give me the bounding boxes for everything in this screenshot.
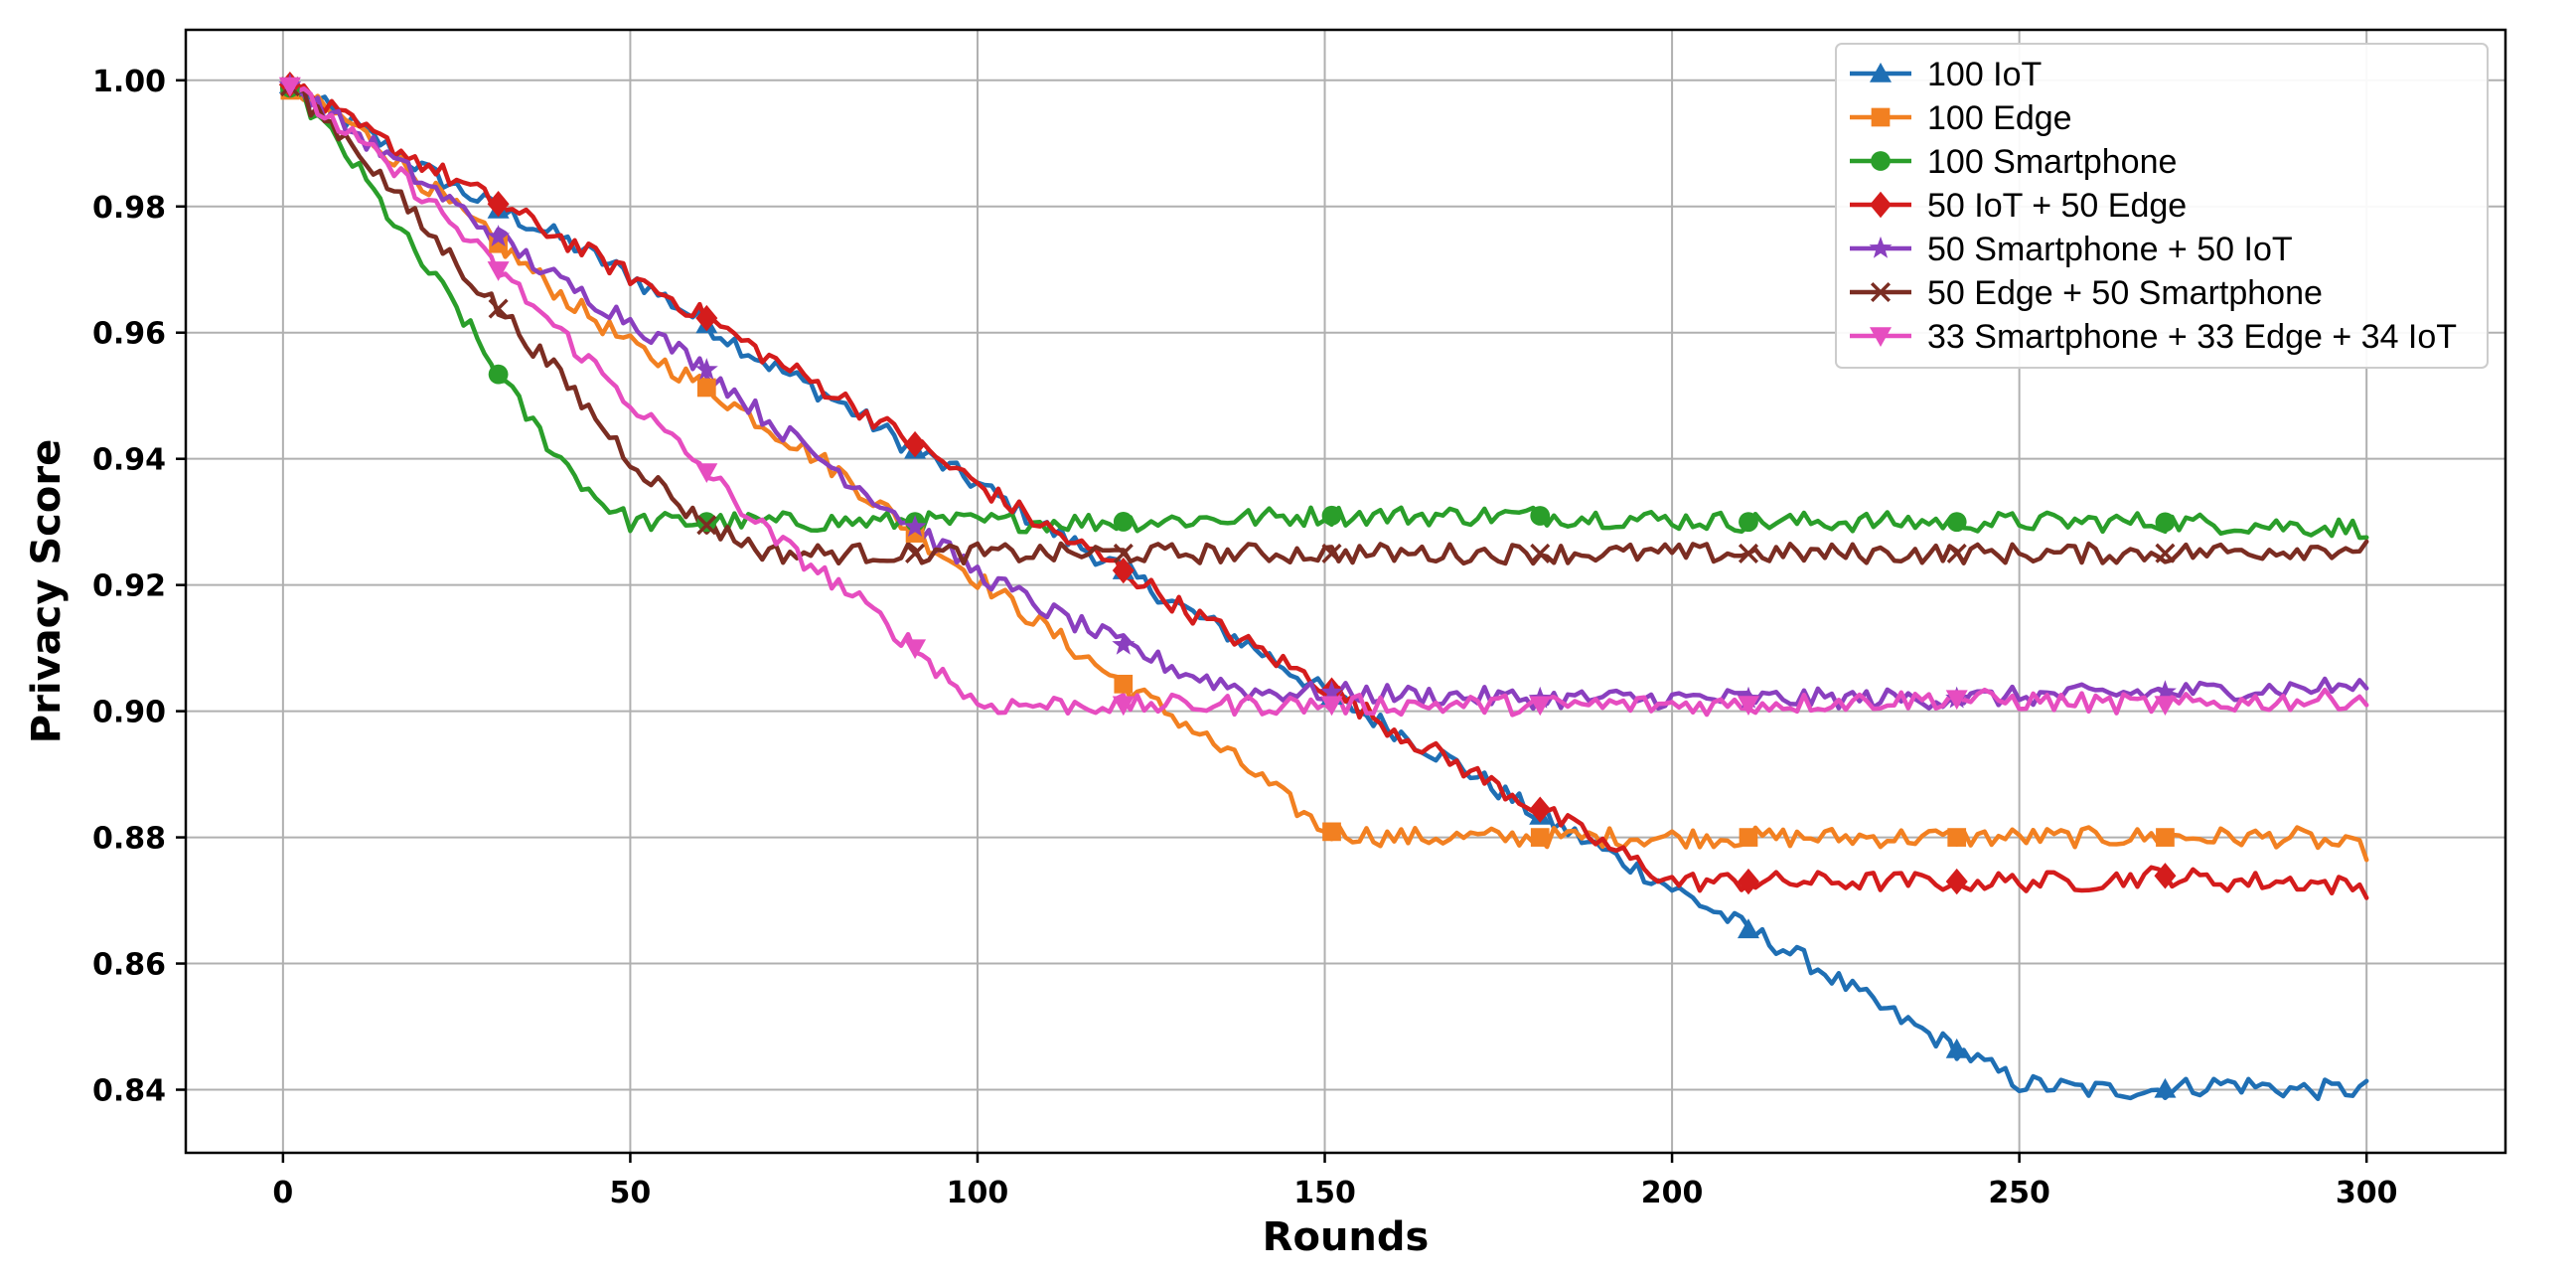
x-tick-label: 200 [1641, 1176, 1704, 1210]
series-marker [2153, 680, 2177, 703]
series-marker [696, 512, 717, 533]
y-axis-label: Privacy Score [24, 439, 70, 743]
series-marker [695, 463, 718, 484]
series-marker [1112, 557, 1135, 584]
y-tick-label: 1.00 [92, 65, 166, 99]
series-marker [1738, 543, 1759, 563]
x-tick-label: 250 [1988, 1176, 2050, 1210]
legend-marker [1870, 191, 1892, 219]
series-marker [1945, 1038, 1968, 1058]
series-marker [1113, 543, 1134, 563]
legend-marker [1870, 63, 1892, 82]
legend-label: 100 IoT [1927, 56, 2042, 93]
series-marker [695, 304, 718, 332]
series-marker [1946, 512, 1967, 533]
series-marker [696, 515, 717, 536]
series-marker [1321, 543, 1342, 563]
y-tick-label: 0.90 [92, 696, 166, 730]
y-tick-label: 0.98 [92, 191, 166, 226]
legend-box [1835, 43, 2489, 369]
series-marker [904, 639, 927, 660]
series-marker [1114, 674, 1134, 694]
series-marker [1529, 796, 1552, 823]
legend-marker [1871, 151, 1891, 171]
series-marker [1945, 868, 1968, 895]
series-marker [2154, 696, 2177, 717]
x-tick-label: 150 [1293, 1176, 1356, 1210]
series-marker [488, 364, 509, 385]
series-marker [696, 378, 716, 398]
series-marker [487, 191, 510, 218]
x-tick-label: 0 [272, 1176, 293, 1210]
series-marker [694, 358, 718, 380]
series-marker [2155, 512, 2176, 533]
y-tick-label: 0.84 [92, 1074, 166, 1109]
series-marker [1320, 696, 1343, 717]
axis-ticks: 0 50 100 150 200 250 300 0.84 0.86 0.88 0.90 0.92 0.… [92, 65, 2398, 1210]
series-marker [1112, 632, 1136, 655]
y-tick-label: 0.96 [92, 317, 166, 352]
series-marker [1739, 828, 1758, 847]
series-marker [2155, 543, 2176, 563]
series-marker [1320, 680, 1343, 703]
y-tick-label: 0.88 [92, 822, 166, 857]
series-marker [904, 430, 927, 458]
series-marker [487, 261, 510, 281]
series-marker [1112, 696, 1135, 717]
y-tick-label: 0.86 [92, 948, 166, 983]
x-tick-label: 300 [2336, 1176, 2398, 1210]
legend-marker [1870, 281, 1892, 303]
series-marker [903, 515, 927, 537]
series-marker [1737, 696, 1759, 717]
legend-label: 100 Edge [1927, 99, 2072, 137]
series-marker [2154, 863, 2177, 889]
plot-frame [184, 28, 2507, 1155]
legend-marker [1870, 327, 1892, 347]
series-markers [278, 72, 2177, 1098]
legend-label: 33 Smartphone + 33 Edge + 34 IoT [1927, 318, 2457, 356]
series-marker [1530, 828, 1550, 847]
x-axis-label: Rounds [1263, 1214, 1430, 1260]
legend-label: 100 Smartphone [1927, 143, 2177, 181]
series-marker [1321, 505, 1342, 526]
legend-label: 50 Smartphone + 50 IoT [1927, 231, 2293, 268]
series-marker [2154, 1077, 2177, 1098]
series-marker [488, 298, 509, 319]
series-marker [1945, 690, 1968, 711]
series-marker [1113, 512, 1134, 532]
series-marker [1947, 828, 1967, 847]
series-marker [1737, 868, 1759, 895]
series-marker [1529, 696, 1552, 717]
series-marker [1322, 822, 1341, 842]
series-marker [1739, 512, 1758, 533]
series-marker [1530, 543, 1551, 563]
series-marker [487, 225, 511, 246]
series-marker [278, 77, 301, 97]
series-marker [1530, 506, 1551, 526]
legend-marker [1869, 236, 1893, 258]
x-tick-label: 50 [610, 1176, 652, 1210]
legend: 100 IoT 100 Edge 100 Smartphone 50 IoT + 50… [1835, 43, 2489, 369]
legend-label: 50 IoT + 50 Edge [1927, 187, 2187, 225]
series-marker [905, 543, 926, 563]
series-marker [1737, 918, 1759, 939]
series-marker [2156, 828, 2175, 847]
x-tick-label: 100 [947, 1176, 1009, 1210]
y-tick-label: 0.92 [92, 569, 166, 604]
y-tick-label: 0.94 [92, 443, 166, 478]
legend-marker [1871, 107, 1891, 127]
legend-label: 50 Edge + 50 Smartphone [1927, 274, 2323, 312]
series-marker [1946, 543, 1967, 563]
